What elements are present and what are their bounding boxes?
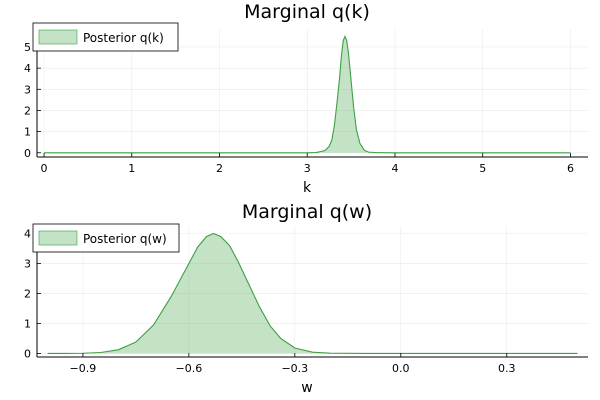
y-tick-label: 3 [24,83,31,96]
x-tick-label: 6 [567,162,574,175]
posterior-k-line [44,34,571,154]
x-tick-label: 0.3 [498,362,516,375]
posterior-w-line [47,232,578,354]
y-tick-label: 3 [24,257,31,270]
x-axis-label: w [301,380,312,396]
x-tick-label: 0.0 [392,362,410,375]
x-tick-label: 4 [391,162,398,175]
y-tick-label: 4 [24,227,31,240]
y-tick-label: 1 [24,126,31,139]
legend-box [32,223,180,253]
x-tick-label: 5 [479,162,486,175]
legend: Posterior q(w) [32,223,180,253]
y-tick-label: 0 [24,147,31,160]
panel-marginal-w: Marginal q(w) −0.9 −0.6 −0.3 0.0 0.3 0 1 2 3 4 w… [24,201,588,396]
x-tick-label: 0 [41,162,48,175]
y-tick-label: 2 [24,287,31,300]
y-tick-label: 0 [24,347,31,360]
posterior-w-area [47,233,578,354]
legend-swatch [38,230,78,246]
chart-title: Marginal q(k) [244,1,370,23]
y-tick-label: 5 [24,41,31,54]
y-ticks: 0 1 2 3 4 5 [24,41,41,160]
legend: Posterior q(k) [32,22,179,52]
x-axis-label: k [303,180,312,196]
x-tick-label: −0.9 [70,362,97,375]
y-tick-label: 1 [24,317,31,330]
x-tick-label: −0.6 [176,362,203,375]
legend-box [32,22,179,52]
x-ticks: −0.9 −0.6 −0.3 0.0 0.3 [70,353,516,375]
legend-label: Posterior q(w) [83,232,167,246]
x-tick-label: −0.3 [281,362,308,375]
chart-title: Marginal q(w) [242,201,372,223]
grid [37,29,588,157]
y-tick-label: 4 [24,62,31,75]
legend-swatch [38,29,78,45]
y-tick-label: 2 [24,104,31,117]
panel-marginal-k: Marginal q(k) 0 1 2 3 4 5 6 0 1 2 3 4 5 k Posterior… [24,1,588,196]
x-tick-label: 3 [304,162,311,175]
x-ticks: 0 1 2 3 4 5 6 [41,153,574,175]
x-tick-label: 2 [216,162,223,175]
x-tick-label: 1 [128,162,135,175]
legend-label: Posterior q(k) [83,31,164,45]
